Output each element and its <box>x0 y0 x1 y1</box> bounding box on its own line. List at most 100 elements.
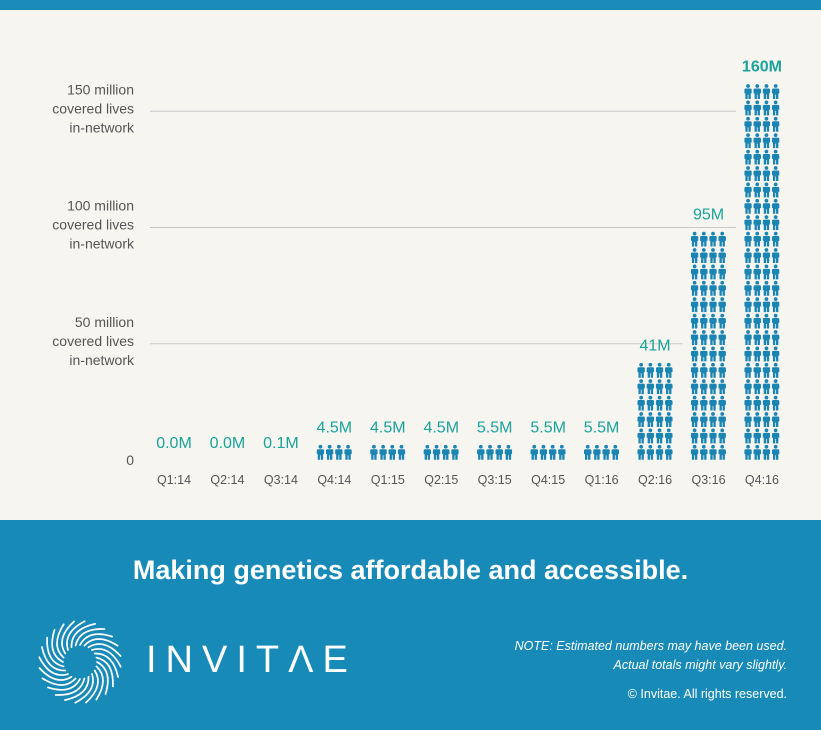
person-icon <box>690 330 699 345</box>
person-icon <box>762 198 771 214</box>
person-icon <box>665 444 673 460</box>
person-icon <box>744 133 752 149</box>
top-accent-strip <box>0 0 821 10</box>
person-icon <box>771 116 780 132</box>
tick-label: Q3:16 <box>691 473 725 487</box>
logo-swirl-stroke <box>95 665 104 701</box>
person-icon <box>771 264 780 280</box>
logo-swirl-stroke <box>66 620 86 651</box>
bar-Q2:16 <box>637 362 673 460</box>
person-icon <box>700 297 708 313</box>
note-line-1: NOTE: Estimated numbers may have been us… <box>514 639 787 653</box>
person-icon <box>744 215 752 231</box>
person-icon <box>753 133 761 149</box>
person-icon <box>442 444 450 460</box>
person-icon <box>753 264 761 280</box>
person-icon <box>665 362 673 378</box>
person-icon <box>344 444 352 460</box>
logo-swirl-stroke <box>41 677 77 686</box>
person-icon <box>646 379 655 395</box>
zero-label: 0 <box>126 452 134 468</box>
person-icon <box>690 231 699 247</box>
logo-swirl-stroke <box>41 646 67 672</box>
person-icon <box>771 133 780 149</box>
person-icon <box>530 444 538 460</box>
person-icon <box>762 297 771 313</box>
person-icon <box>397 444 406 460</box>
person-icon <box>335 444 343 460</box>
person-icon <box>744 428 752 444</box>
person-icon <box>690 379 699 395</box>
person-icon <box>753 346 761 362</box>
person-icon <box>762 313 771 329</box>
person-icon <box>753 280 761 296</box>
person-icon <box>700 379 708 395</box>
tick-label: Q1:16 <box>585 473 619 487</box>
person-icon <box>762 231 771 247</box>
person-icon <box>744 412 752 427</box>
person-icon <box>718 248 726 263</box>
person-icon <box>593 444 601 460</box>
person-icon <box>753 444 761 460</box>
chart-panel: 150 million covered lives in-network 100 mi… <box>0 10 821 520</box>
person-icon <box>753 313 761 329</box>
person-icon <box>771 346 780 362</box>
bar-Q4:16 <box>744 84 780 460</box>
person-icon <box>771 412 780 427</box>
person-icon <box>771 100 780 116</box>
person-icon <box>762 444 771 460</box>
person-icon <box>709 412 717 427</box>
person-icon <box>744 182 752 198</box>
tick-label: Q2:14 <box>210 473 244 487</box>
logo-swirl-stroke <box>85 669 99 704</box>
person-icon <box>753 362 761 378</box>
person-icon <box>744 313 752 329</box>
person-icon <box>762 248 771 263</box>
person-icon <box>718 395 726 411</box>
person-icon <box>709 379 717 395</box>
person-icon <box>637 395 645 411</box>
person-icon <box>709 264 717 280</box>
person-icon <box>744 280 752 296</box>
person-icon <box>744 198 752 214</box>
person-icon <box>709 362 717 378</box>
person-icon <box>602 444 610 460</box>
person-icon <box>637 444 645 460</box>
person-icon <box>753 395 761 411</box>
person-icon <box>709 280 717 296</box>
gridline-label-line: covered lives <box>52 100 134 116</box>
gridline-label-line: 150 million <box>67 81 134 97</box>
logo-swirl-stroke <box>38 656 69 676</box>
person-icon <box>495 444 503 460</box>
person-icon <box>771 84 780 99</box>
person-icon <box>744 166 752 181</box>
person-icon <box>753 412 761 427</box>
gridline-label-line: covered lives <box>52 333 134 349</box>
person-icon <box>753 379 761 395</box>
person-icon <box>762 100 771 116</box>
person-icon <box>379 444 387 460</box>
data-label: 0.0M <box>156 435 192 452</box>
person-icon <box>477 444 485 460</box>
person-icon <box>718 313 726 329</box>
person-icon <box>700 280 708 296</box>
person-icon <box>771 280 780 296</box>
gridline-label-line: in-network <box>69 119 135 135</box>
person-icon <box>504 444 513 460</box>
gridline-label-150: 150 million covered lives in-network <box>52 81 135 135</box>
person-icon <box>637 412 645 427</box>
logo-swirl-stroke <box>96 661 109 695</box>
person-icon <box>655 428 664 444</box>
person-icon <box>753 166 761 181</box>
person-icon <box>646 428 655 444</box>
person-icon <box>762 412 771 427</box>
person-icon <box>762 362 771 378</box>
person-icon <box>709 231 717 247</box>
person-icon <box>771 215 780 231</box>
data-label: 41M <box>639 338 670 355</box>
person-icon <box>646 412 655 427</box>
person-icon <box>762 428 771 444</box>
person-icon <box>718 346 726 362</box>
tick-label: Q1:14 <box>157 473 191 487</box>
tick-label: Q2:16 <box>638 473 672 487</box>
